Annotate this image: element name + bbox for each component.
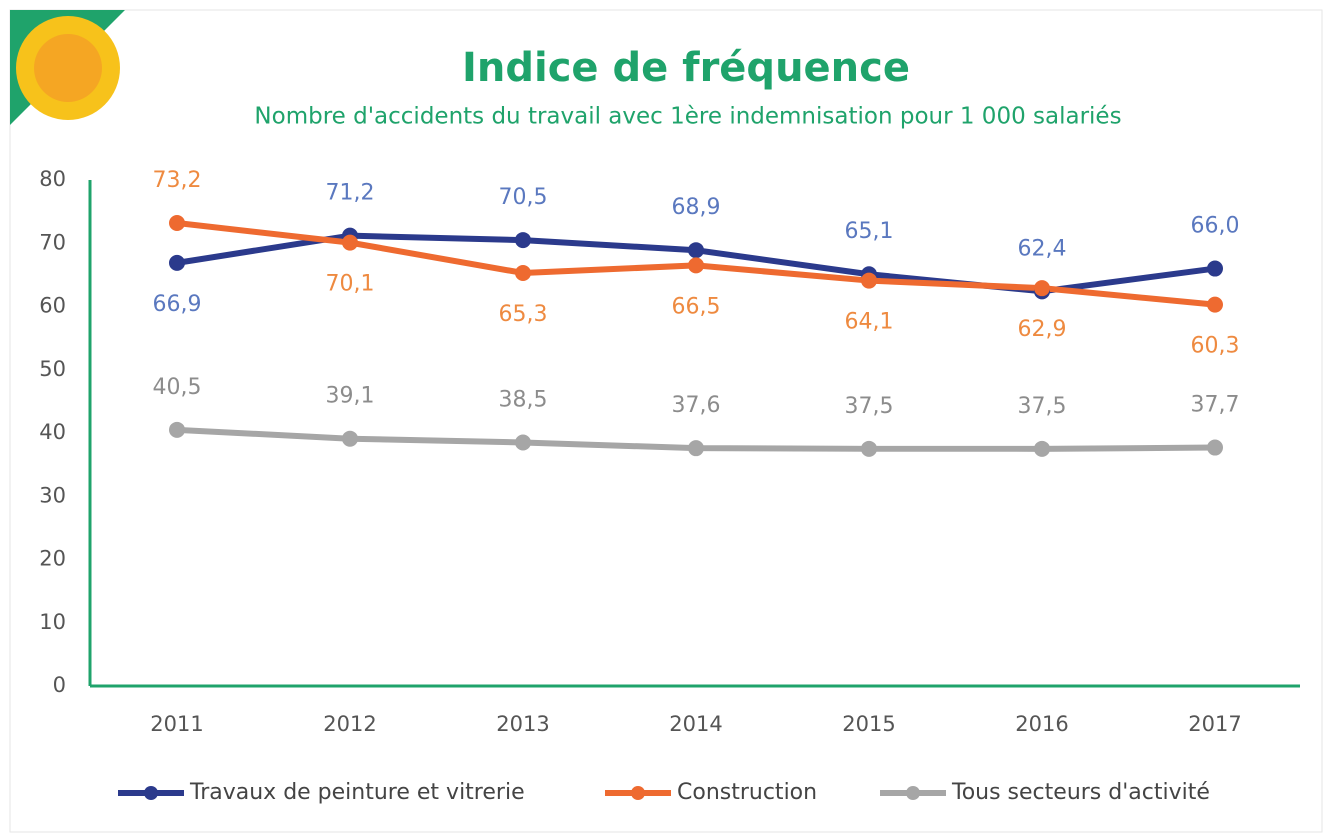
marker — [1207, 296, 1223, 313]
marker — [1207, 260, 1223, 277]
y-tick-label: 40 — [39, 420, 66, 444]
x-tick-label: 2011 — [150, 712, 203, 736]
legend-marker — [631, 786, 645, 800]
value-label: 64,1 — [845, 310, 894, 335]
value-label: 70,5 — [499, 185, 548, 210]
y-tick-label: 30 — [39, 483, 66, 507]
legend-label: Construction — [677, 780, 817, 805]
frame — [9, 9, 1323, 833]
y-tick-label: 50 — [39, 357, 66, 381]
marker — [342, 234, 358, 251]
chart-subtitle: Nombre d'accidents du travail avec 1ère … — [254, 104, 1121, 130]
x-tick-label: 2012 — [323, 712, 376, 736]
y-tick-label: 80 — [39, 167, 66, 191]
y-tick-label: 60 — [39, 294, 66, 318]
value-label: 37,5 — [845, 394, 894, 419]
legend-label: Tous secteurs d'activité — [951, 780, 1210, 805]
marker — [515, 434, 531, 451]
value-label: 60,3 — [1191, 334, 1240, 359]
marker — [1207, 439, 1223, 456]
x-tick-label: 2013 — [496, 712, 549, 736]
y-tick-label: 20 — [39, 547, 66, 571]
marker — [861, 440, 877, 457]
value-label: 37,7 — [1191, 393, 1240, 418]
marker — [688, 257, 704, 274]
value-label: 40,5 — [153, 375, 202, 400]
marker — [1034, 280, 1050, 297]
value-label: 38,5 — [499, 387, 548, 412]
value-label: 37,5 — [1018, 394, 1067, 419]
x-tick-label: 2014 — [669, 712, 722, 736]
x-tick-label: 2017 — [1188, 712, 1241, 736]
marker — [169, 215, 185, 232]
marker — [861, 272, 877, 289]
value-label: 65,3 — [499, 302, 548, 327]
marker — [515, 264, 531, 281]
value-label: 65,1 — [845, 219, 894, 244]
marker — [688, 440, 704, 457]
y-tick-label: 0 — [53, 673, 66, 697]
marker — [515, 232, 531, 249]
value-label: 66,0 — [1191, 214, 1240, 239]
chart-title: Indice de fréquence — [462, 45, 910, 91]
marker — [1034, 440, 1050, 457]
y-tick-label: 70 — [39, 230, 66, 254]
value-label: 73,2 — [153, 168, 202, 193]
value-label: 70,1 — [326, 272, 375, 297]
legend-marker — [144, 786, 158, 800]
value-label: 62,9 — [1018, 317, 1067, 342]
marker — [342, 430, 358, 447]
marker — [169, 254, 185, 271]
y-tick-label: 10 — [39, 610, 66, 634]
sun-core — [34, 34, 102, 102]
x-tick-label: 2015 — [842, 712, 895, 736]
value-label: 66,5 — [672, 294, 721, 319]
value-label: 71,2 — [326, 181, 375, 206]
value-label: 39,1 — [326, 384, 375, 409]
value-label: 68,9 — [672, 195, 721, 220]
value-label: 37,6 — [672, 393, 721, 418]
x-tick-label: 2016 — [1015, 712, 1068, 736]
value-label: 62,4 — [1018, 236, 1067, 261]
marker — [688, 242, 704, 259]
value-label: 66,9 — [153, 292, 202, 317]
marker — [169, 421, 185, 438]
legend-marker — [906, 786, 920, 800]
legend-label: Travaux de peinture et vitrerie — [189, 780, 525, 805]
